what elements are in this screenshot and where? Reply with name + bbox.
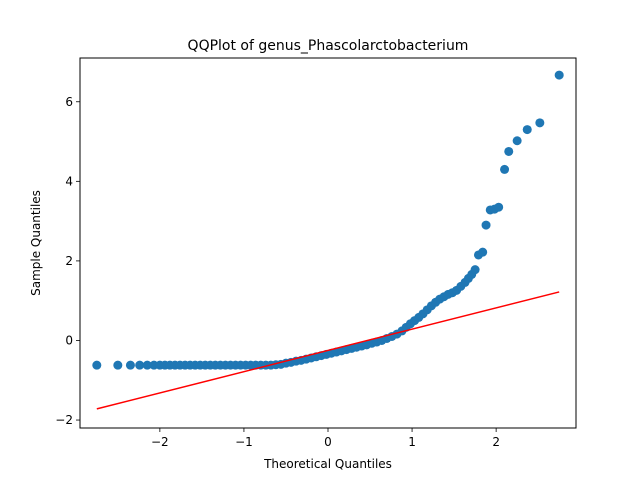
y-tick-label: −2	[55, 413, 73, 427]
y-tick-label: 0	[65, 333, 73, 347]
data-point-72	[470, 265, 480, 275]
data-point-83	[535, 118, 545, 128]
reference-line	[96, 291, 560, 410]
y-tick-label: 6	[65, 95, 73, 109]
data-point-4	[142, 360, 152, 370]
data-point-82	[522, 125, 532, 135]
x-axis-label: Theoretical Quantiles	[263, 457, 392, 471]
data-point-74	[478, 247, 488, 257]
x-axis: −2 −1 0 1 2	[151, 428, 500, 449]
data-point-75	[481, 220, 491, 230]
data-point-81	[512, 136, 522, 146]
data-point-2	[125, 360, 135, 370]
x-tick-label: 1	[408, 435, 416, 449]
chart-title: QQPlot of genus_Phascolarctobacterium	[188, 38, 469, 54]
y-tick-label: 2	[65, 254, 73, 268]
data-point-79	[500, 164, 510, 174]
x-tick-label: 0	[324, 435, 332, 449]
x-tick-label: −1	[235, 435, 253, 449]
data-point-84	[554, 70, 564, 80]
x-tick-label: 2	[492, 435, 500, 449]
y-axis: −2 0 2 4 6	[55, 95, 80, 427]
data-point-1	[113, 360, 123, 370]
data-point-80	[504, 146, 514, 156]
data-point-3	[135, 360, 145, 370]
y-axis-label: Sample Quantiles	[29, 190, 43, 296]
data-point-0	[92, 360, 102, 370]
x-tick-label: −2	[151, 435, 169, 449]
plot-area	[92, 70, 564, 410]
y-tick-label: 4	[65, 174, 73, 188]
data-point-78	[494, 202, 504, 212]
